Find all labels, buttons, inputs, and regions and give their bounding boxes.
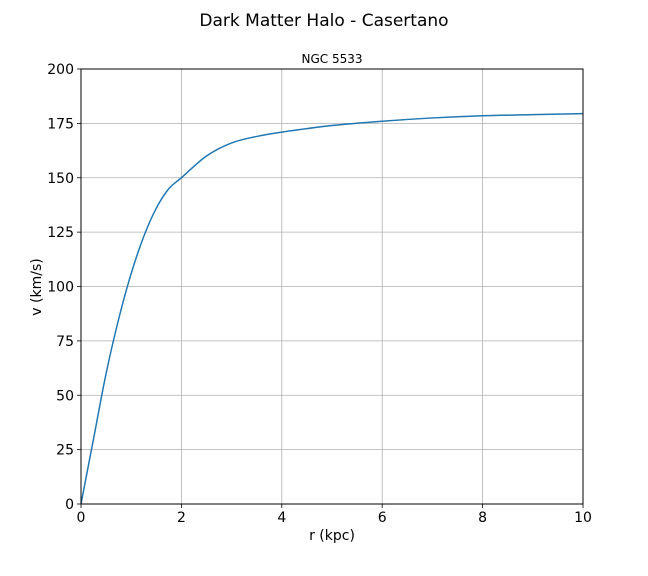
- x-tick-label: 4: [277, 510, 286, 526]
- y-tick-label: 200: [47, 62, 74, 78]
- y-tick-label: 50: [56, 388, 74, 404]
- y-tick-label: 0: [65, 497, 74, 513]
- y-tick-label: 75: [56, 334, 74, 350]
- y-axis-label: v (km/s): [29, 258, 45, 315]
- x-tick-label: 2: [177, 510, 186, 526]
- series-line: [80, 112, 584, 505]
- y-tick-label: 125: [47, 225, 74, 241]
- x-tick-label: 6: [378, 510, 387, 526]
- y-tick-label: 175: [47, 116, 74, 132]
- y-tick-label: 150: [47, 171, 74, 187]
- plot-frame: [80, 68, 584, 505]
- x-axis-label: r (kpc): [309, 528, 355, 544]
- chart-title: NGC 5533: [301, 52, 362, 66]
- chart-suptitle: Dark Matter Halo - Casertano: [199, 11, 448, 31]
- x-tick-label: 8: [478, 510, 487, 526]
- y-ticks: 0 25 50 75 100 125 150 175 200: [47, 62, 81, 513]
- y-tick-label: 100: [47, 280, 74, 296]
- x-ticks: 0 2 4 6 8 10: [77, 504, 592, 526]
- x-tick-label: 0: [77, 510, 86, 526]
- grid: [80, 68, 584, 505]
- y-tick-label: 25: [56, 443, 74, 459]
- x-tick-label: 10: [574, 510, 592, 526]
